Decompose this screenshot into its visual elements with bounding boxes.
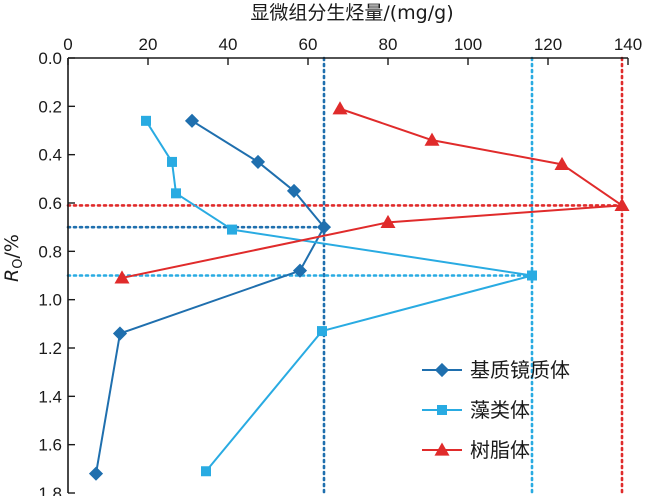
y-tick-label: 1.8: [38, 484, 62, 496]
data-point: [250, 154, 266, 169]
data-point: [171, 188, 181, 199]
reference-lines: [66, 56, 624, 495]
data-point: [184, 113, 200, 128]
series-1: [141, 115, 537, 477]
data-point: [332, 101, 348, 115]
y-tick-label: 1.4: [38, 387, 62, 406]
x-tick-label: 40: [219, 35, 238, 54]
axes: 0 20 40 60 80 100 120 140 0.0 0.2 0.4 0.6 0.8 1.0 1.2 1…: [38, 35, 642, 496]
x-tick-label: 20: [139, 35, 158, 54]
x-tick-label: 0: [63, 35, 72, 54]
y-tick-label: 0.4: [38, 146, 62, 165]
series-line: [121, 107, 623, 279]
series-2: [114, 101, 630, 284]
data-point: [317, 326, 327, 337]
data-point: [316, 220, 332, 235]
y-axis-title-unit: /%: [1, 234, 23, 258]
series-0: [88, 113, 332, 481]
x-tick-label: 120: [534, 35, 562, 54]
data-point: [167, 156, 177, 167]
data-point: [614, 197, 630, 212]
data-point: [554, 156, 570, 170]
legend-marker: [434, 442, 450, 456]
y-axis-title-sub: O: [11, 259, 26, 269]
data-point: [424, 132, 440, 146]
legend-item-1: 藻类体: [422, 398, 530, 422]
legend-label: 基质镜质体: [470, 358, 570, 382]
y-axis-title: RO/%: [1, 234, 26, 282]
x-tick-label: 80: [379, 35, 398, 54]
legend-item-0: 基质镜质体: [422, 358, 570, 382]
data-point: [527, 270, 537, 281]
x-tick-label: 100: [454, 35, 482, 54]
y-tick-label: 1.6: [38, 436, 62, 455]
data-point: [380, 214, 396, 228]
legend-label: 树脂体: [470, 438, 530, 462]
series-line: [95, 119, 325, 474]
x-tick-label: 140: [614, 35, 642, 54]
y-tick-label: 0.6: [38, 194, 62, 213]
legend-marker: [434, 362, 450, 378]
x-axis-title: 显微组分生烃量/(mg/g): [250, 2, 453, 24]
legend-label: 藻类体: [470, 398, 530, 422]
y-tick-label: 0.0: [38, 49, 62, 68]
legend-item-2: 树脂体: [422, 438, 530, 462]
data-series: [88, 101, 630, 481]
y-axis-title-main: R: [1, 269, 23, 282]
data-point: [141, 115, 151, 126]
data-point: [292, 263, 308, 278]
y-tick-label: 1.2: [38, 339, 62, 358]
y-tick-label: 0.8: [38, 242, 62, 261]
data-point: [227, 224, 237, 235]
data-point: [114, 270, 130, 284]
legend-marker: [437, 405, 447, 415]
data-point: [201, 466, 211, 477]
data-point: [286, 183, 302, 198]
data-point: [88, 466, 104, 481]
x-tick-label: 60: [299, 35, 318, 54]
y-tick-label: 1.0: [38, 291, 62, 310]
y-tick-label: 0.2: [38, 97, 62, 116]
data-point: [112, 326, 128, 341]
